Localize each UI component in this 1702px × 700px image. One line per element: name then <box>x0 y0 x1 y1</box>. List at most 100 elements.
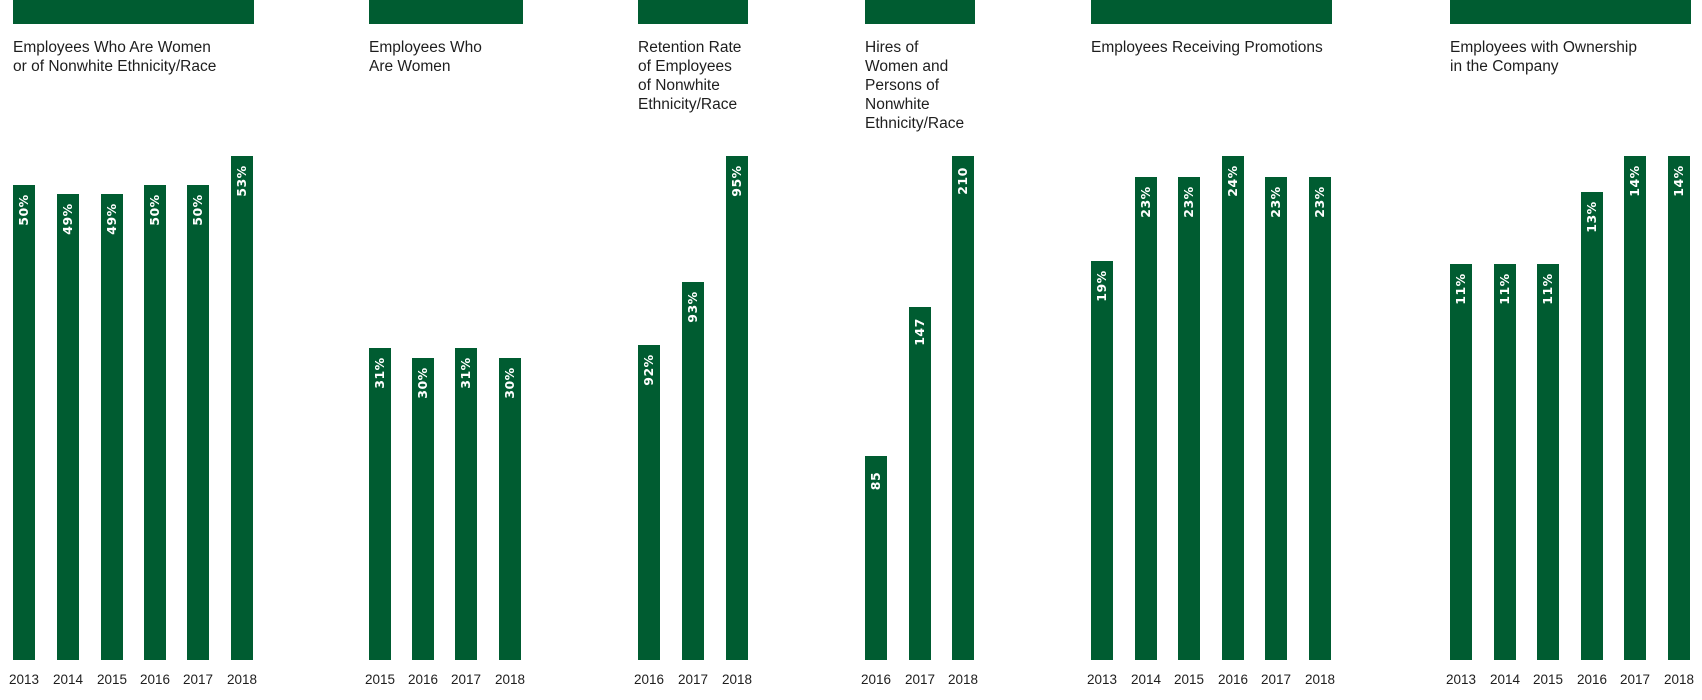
header-bar <box>13 0 254 24</box>
data-label: 30% <box>415 366 430 399</box>
bar-2017: 93% <box>682 282 704 660</box>
bar-2016: 92% <box>638 345 660 660</box>
data-label: 11% <box>1497 273 1512 305</box>
x-tick-label: 2018 <box>947 672 979 687</box>
data-label: 23% <box>1181 186 1196 218</box>
bar-2018: 53% <box>231 156 253 660</box>
chart-panel-1: Employees Who Are Women or of Nonwhite E… <box>9 0 293 700</box>
data-label: 50% <box>16 193 31 226</box>
data-label: 31% <box>372 356 387 389</box>
data-label: 53% <box>234 165 249 197</box>
bar-2017: 14% <box>1624 156 1646 660</box>
x-tick-label: 2016 <box>139 672 171 687</box>
bar-2018: 14% <box>1668 156 1690 660</box>
x-tick-label: 2015 <box>1532 672 1564 687</box>
x-tick-label: 2018 <box>226 672 258 687</box>
bar-2016: 30% <box>412 357 434 660</box>
data-label: 23% <box>1138 186 1153 218</box>
chart-panel-3: Retention Rate of Employees of Nonwhite … <box>634 0 918 700</box>
data-label: 85 <box>868 471 883 491</box>
data-label: 11% <box>1453 273 1468 305</box>
x-tick-label: 2013 <box>8 672 40 687</box>
header-bar <box>865 0 975 24</box>
bar-2018: 30% <box>499 357 521 660</box>
bar-2015: 11% <box>1537 264 1559 660</box>
chart-panel-4: Hires of Women and Persons of Nonwhite E… <box>861 0 1145 700</box>
x-tick-label: 2014 <box>1130 672 1162 687</box>
data-label: 19% <box>1094 270 1109 302</box>
data-label: 50% <box>190 193 205 226</box>
chart-panel-6: Employees with Ownership in the Company 1… <box>1446 0 1702 700</box>
bar-2015: 23% <box>1178 177 1200 660</box>
x-tick-label: 2017 <box>1260 672 1292 687</box>
chart-title: Employees Receiving Promotions <box>1091 39 1323 56</box>
bar-2017: 31% <box>455 347 477 660</box>
x-tick-label: 2018 <box>494 672 526 687</box>
x-tick-label: 2013 <box>1086 672 1118 687</box>
x-tick-label: 2017 <box>904 672 936 687</box>
bar-2014: 11% <box>1494 264 1516 660</box>
x-tick-label: 2017 <box>1619 672 1651 687</box>
data-label: 49% <box>60 203 75 235</box>
bar-2015: 49% <box>101 194 123 660</box>
bar-2013: 50% <box>13 184 35 660</box>
data-label: 210 <box>955 167 970 195</box>
data-label: 50% <box>147 193 162 226</box>
bar-2013: 19% <box>1091 261 1113 660</box>
chart-title: Employees Who Are Women <box>369 39 482 75</box>
bar-2018: 95% <box>726 156 748 660</box>
bar-2016: 85 <box>865 456 887 660</box>
chart-title: Employees with Ownership in the Company <box>1450 39 1637 75</box>
chart-title: Employees Who Are Women or of Nonwhite E… <box>13 39 217 75</box>
data-label: 31% <box>458 356 473 389</box>
bar-2018: 210 <box>952 156 974 660</box>
x-tick-label: 2018 <box>1304 672 1336 687</box>
bar-2018: 23% <box>1309 177 1331 660</box>
data-label: 95% <box>729 165 744 197</box>
data-label: 13% <box>1584 201 1599 233</box>
x-tick-label: 2013 <box>1445 672 1477 687</box>
data-label: 23% <box>1268 186 1283 218</box>
x-tick-label: 2014 <box>52 672 84 687</box>
x-tick-label: 2018 <box>721 672 753 687</box>
chart-title: Hires of Women and Persons of Nonwhite E… <box>865 39 965 132</box>
header-bar <box>1450 0 1691 24</box>
x-tick-label: 2015 <box>96 672 128 687</box>
bar-2015: 31% <box>369 347 391 660</box>
x-tick-label: 2016 <box>860 672 892 687</box>
bar-2017: 50% <box>187 184 209 660</box>
x-tick-label: 2017 <box>450 672 482 687</box>
chart-panel-2: Employees Who Are Women 31% 2015 30% 2016 31%… <box>365 0 649 700</box>
x-tick-label: 2016 <box>1576 672 1608 687</box>
header-bar <box>638 0 748 24</box>
x-tick-label: 2017 <box>677 672 709 687</box>
chart-title: Retention Rate of Employees of Nonwhite … <box>638 39 742 113</box>
data-label: 14% <box>1671 165 1686 197</box>
x-tick-label: 2014 <box>1489 672 1521 687</box>
data-label: 49% <box>104 203 119 235</box>
data-label: 93% <box>685 291 700 323</box>
data-label: 14% <box>1627 165 1642 197</box>
bar-2017: 23% <box>1265 177 1287 660</box>
data-label: 147 <box>912 318 927 346</box>
data-label: 23% <box>1312 186 1327 218</box>
x-tick-label: 2015 <box>364 672 396 687</box>
data-label: 24% <box>1225 165 1240 197</box>
x-tick-label: 2015 <box>1173 672 1205 687</box>
bar-2017: 147 <box>909 307 931 660</box>
data-label: 92% <box>641 354 656 386</box>
x-tick-label: 2016 <box>1217 672 1249 687</box>
header-bar <box>369 0 523 24</box>
bar-2016: 24% <box>1222 156 1244 660</box>
bar-2014: 23% <box>1135 177 1157 660</box>
x-tick-label: 2016 <box>407 672 439 687</box>
x-tick-label: 2016 <box>633 672 665 687</box>
data-label: 11% <box>1540 273 1555 305</box>
data-label: 30% <box>502 366 517 399</box>
x-tick-label: 2017 <box>182 672 214 687</box>
chart-panel-5: Employees Receiving Promotions 19% 2013 23%… <box>1087 0 1371 700</box>
x-tick-label: 2018 <box>1663 672 1695 687</box>
bar-2013: 11% <box>1450 264 1472 660</box>
bar-2016: 13% <box>1581 192 1603 660</box>
